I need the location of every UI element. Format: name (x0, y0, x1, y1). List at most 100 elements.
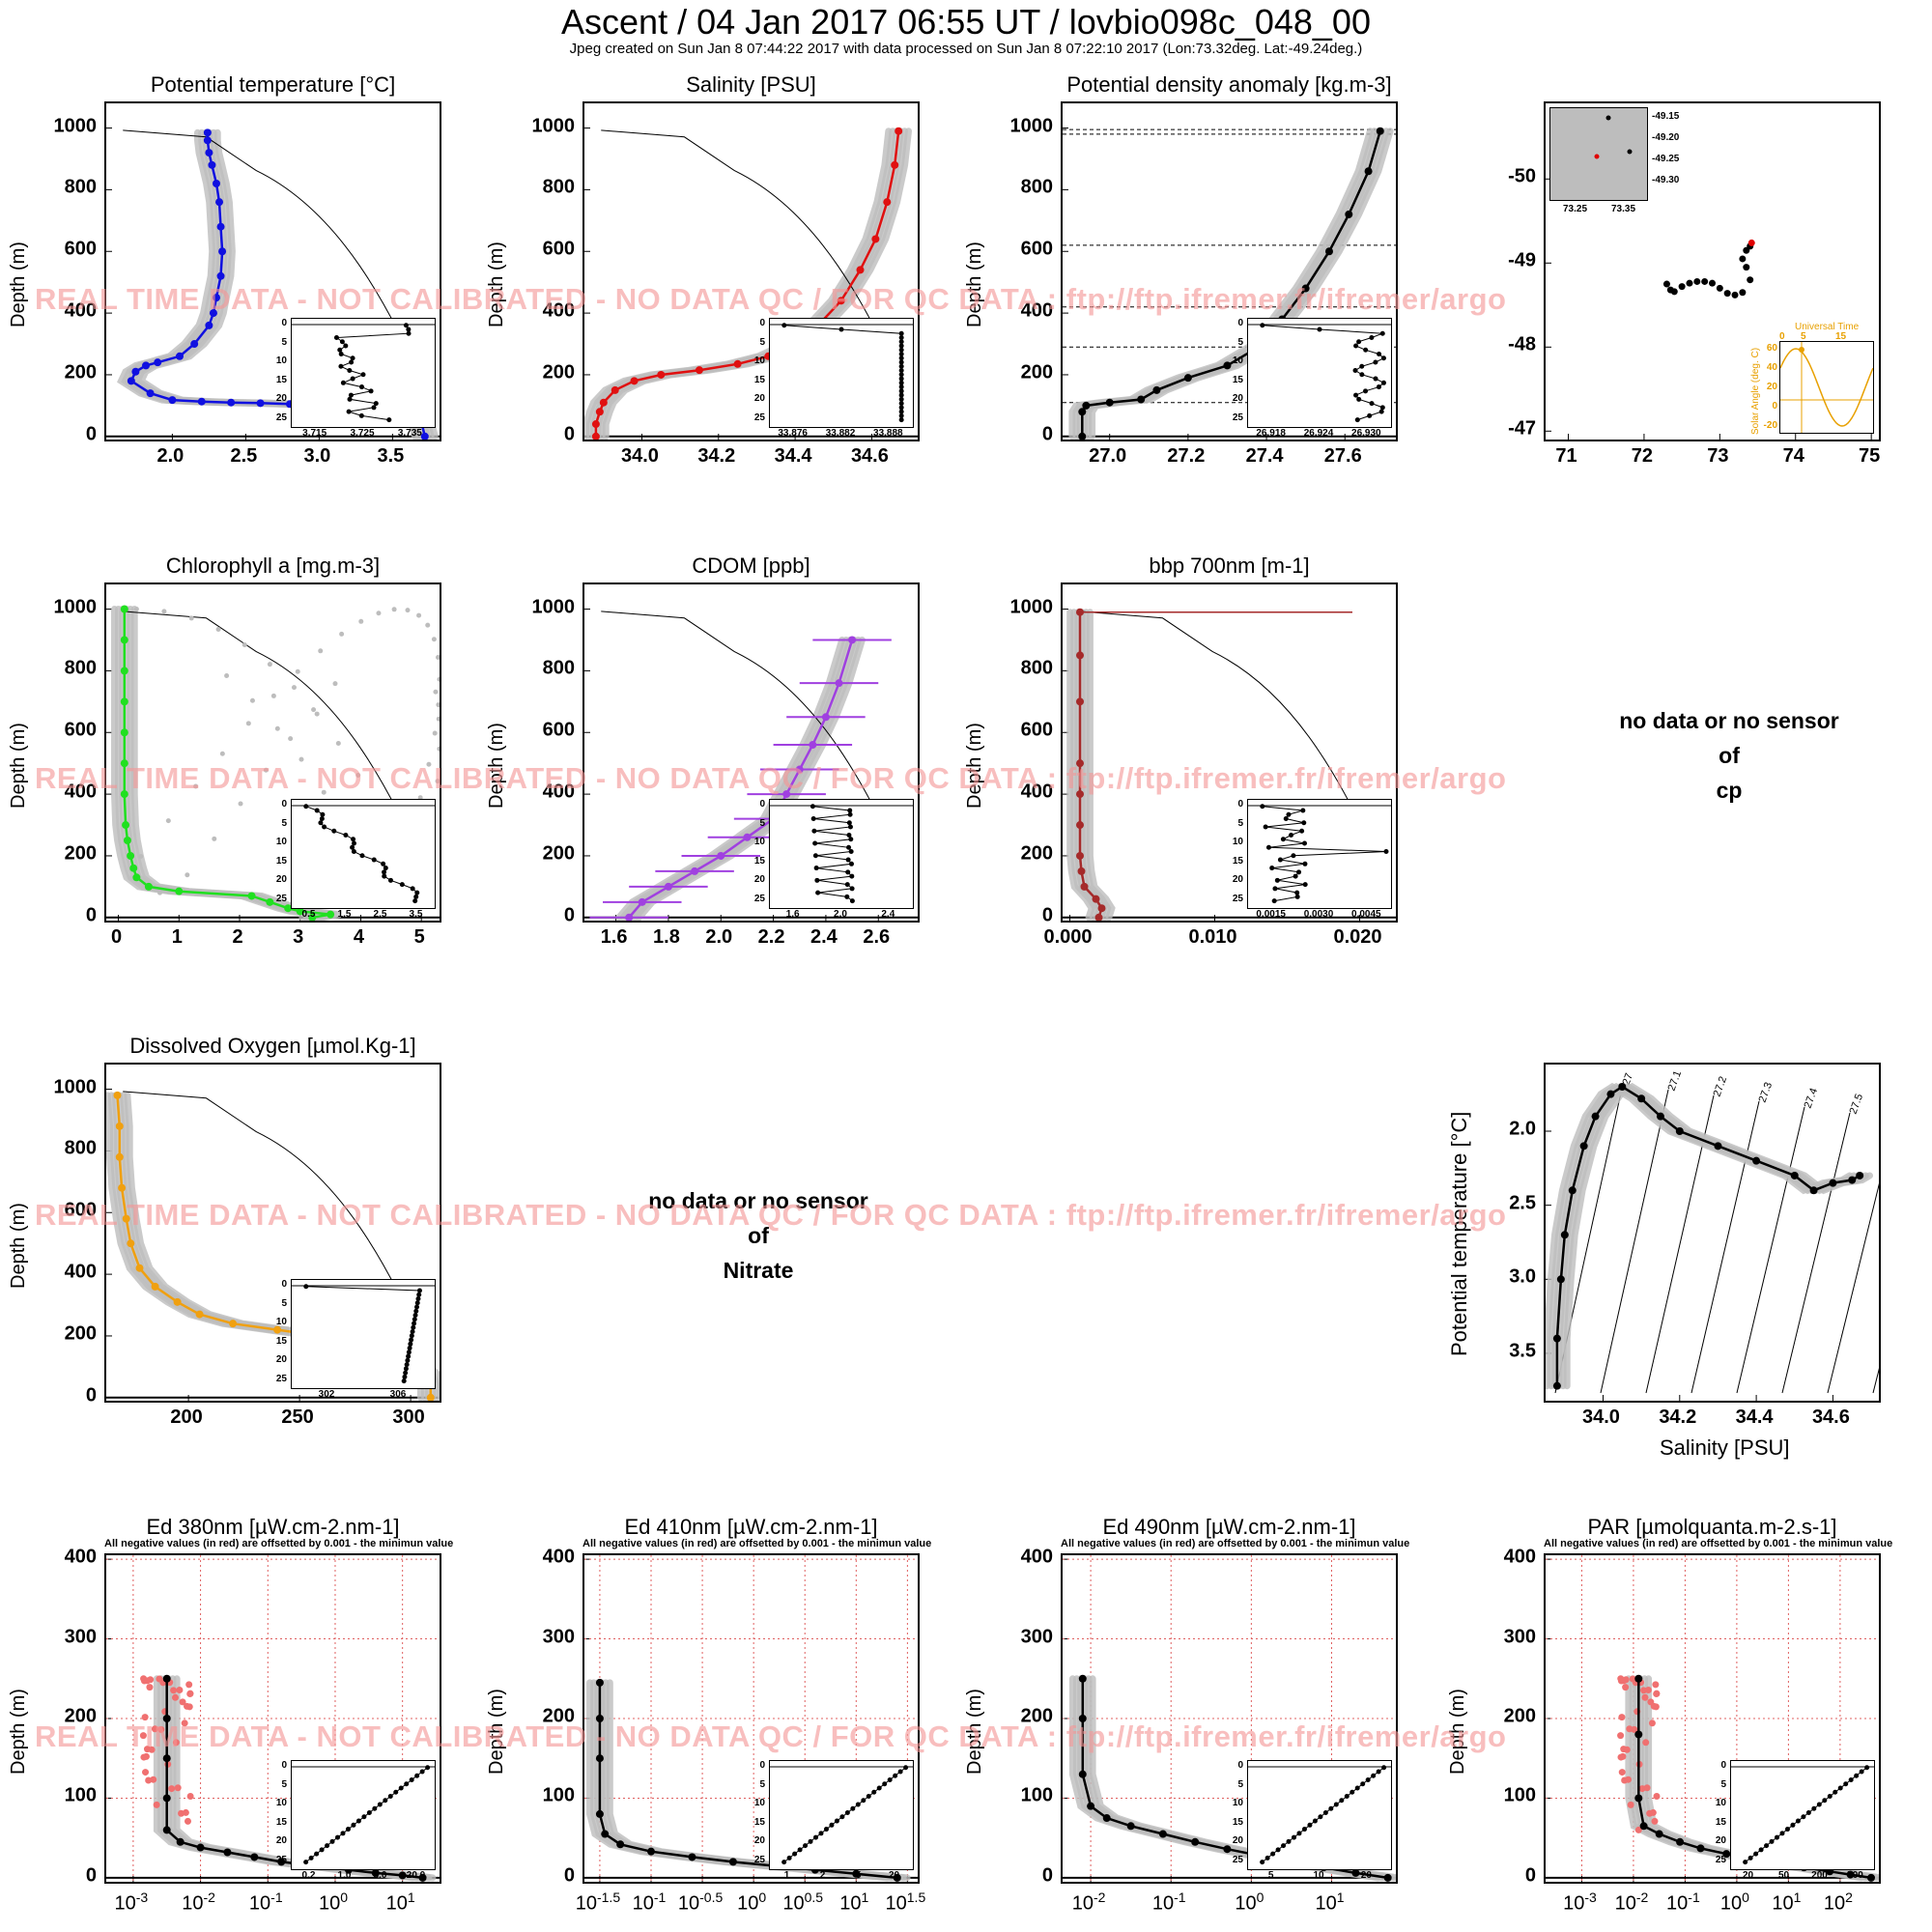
profile-point (197, 397, 206, 406)
profile-point (1094, 913, 1103, 921)
y-tick-label: 0 (85, 1384, 97, 1406)
track-point (1701, 277, 1709, 285)
y-tick-label: 1000 (53, 596, 98, 618)
negative-value-point (1642, 1739, 1650, 1747)
inset-point (847, 808, 853, 813)
panel-potential-temperature: Potential temperature [°C] 2.0 2.5 3.0 3.5 0… (0, 72, 464, 497)
chart-title: Potential density anomaly [kg.m-3] (1063, 72, 1396, 98)
x-tick-label: 102 (1824, 1889, 1853, 1916)
profile-point (205, 149, 213, 157)
negative-value-point (150, 1776, 157, 1783)
inset-y-tick-label: 15 (275, 1816, 287, 1828)
inset-point (350, 844, 355, 850)
inset-point (1260, 804, 1265, 810)
inset-point (898, 405, 904, 411)
inset-point (876, 1785, 882, 1791)
profile-point (809, 741, 817, 750)
negative-note: All negative values (in red) are offsett… (1544, 1538, 1893, 1549)
inset-y-tick-label: 15 (275, 374, 287, 385)
history-point (355, 773, 361, 779)
profile-point (118, 1183, 127, 1192)
nodata-line: of (1719, 743, 1740, 768)
x-tick-label: 2.6 (863, 926, 891, 948)
inset-point (850, 1805, 856, 1811)
inset-point (338, 363, 344, 369)
profile-point (162, 1674, 171, 1683)
inset-point (409, 1776, 414, 1782)
profile-point (247, 892, 256, 900)
inset-x-tick-label: 26.924 (1303, 428, 1334, 439)
history-point (224, 672, 230, 678)
inset-point (403, 1370, 409, 1376)
inset-point (345, 1827, 351, 1833)
profile-point (212, 294, 220, 302)
y-tick-label: 300 (1020, 1626, 1053, 1648)
profile-point (120, 790, 128, 799)
x-tick-label: 4 (353, 926, 365, 948)
profile-point (1078, 1770, 1087, 1778)
sun-x-label: 0 (1779, 331, 1785, 342)
sun-curve (1779, 348, 1874, 427)
inset-point (398, 1785, 404, 1791)
profile-point (218, 247, 227, 256)
inset-point (405, 1357, 411, 1363)
y-tick-label: 800 (542, 176, 575, 198)
inset-point (797, 1847, 803, 1853)
y-tick-label: 0 (85, 1864, 97, 1887)
inset-point (1365, 1776, 1371, 1782)
history-point (249, 697, 255, 703)
inset-point (338, 352, 344, 357)
negative-value-point (1631, 1725, 1638, 1733)
inset-point (1369, 401, 1375, 407)
y-tick-label: -49 (1508, 249, 1536, 271)
tick-base: 10 (839, 1892, 862, 1915)
inset-x-tick-label: 1 (783, 1870, 790, 1881)
inset-y-tick-label: 15 (1232, 374, 1243, 385)
history-line (1555, 1082, 1865, 1390)
inset-point (410, 1329, 415, 1335)
inset-point (340, 1831, 346, 1836)
panel-ed410: Ed 410nm [µW.cm-2.nm-1] All negative val… (478, 1515, 942, 1932)
inset-point (855, 1802, 861, 1807)
profile-point (1556, 1275, 1565, 1284)
tick-base: 10 (248, 1892, 271, 1915)
tick-base: 10 (1666, 1892, 1689, 1915)
profile-point (420, 432, 429, 440)
tick-exponent: -2 (1635, 1889, 1649, 1905)
profile-point (144, 882, 153, 891)
negative-value-point (1618, 1769, 1626, 1776)
inset-point (372, 1805, 378, 1811)
y-tick-label: 100 (1503, 1784, 1536, 1806)
y-tick-label: 1000 (1009, 115, 1054, 137)
inset-point (1377, 352, 1382, 357)
inset-point (409, 1337, 414, 1343)
inset-plot (291, 318, 436, 428)
profile-point (611, 385, 619, 394)
inset-point (1769, 1838, 1775, 1844)
profile-point (154, 358, 162, 367)
inset-point (898, 372, 904, 378)
inset-point (361, 1814, 367, 1820)
profile-point (1376, 127, 1384, 135)
profile-point (1634, 1730, 1643, 1739)
watermark-row4: REAL TIME DATA - NOT CALIBRATED - NO DAT… (35, 1719, 1507, 1753)
inset-line (783, 1767, 906, 1862)
history-point (298, 756, 304, 762)
x-tick-label: 10-0.5 (678, 1889, 723, 1916)
y-tick-label: 400 (64, 1546, 97, 1568)
tick-exponent: 0 (1256, 1889, 1264, 1905)
inset-point (849, 898, 855, 904)
x-tick-label: 101.5 (886, 1889, 926, 1916)
inset-x-tick-label: 1.6 (785, 909, 800, 920)
inset-point (898, 392, 904, 398)
inset-point (1356, 396, 1362, 402)
profile-point (175, 352, 184, 360)
inset-point (322, 824, 327, 830)
inset-svg (1248, 1765, 1391, 1865)
profile-point (1364, 167, 1373, 176)
profile-point (277, 1858, 286, 1866)
inset-point (383, 1798, 388, 1804)
profile-point (595, 1715, 604, 1722)
inset-y-tick-label: 20 (275, 1835, 287, 1847)
